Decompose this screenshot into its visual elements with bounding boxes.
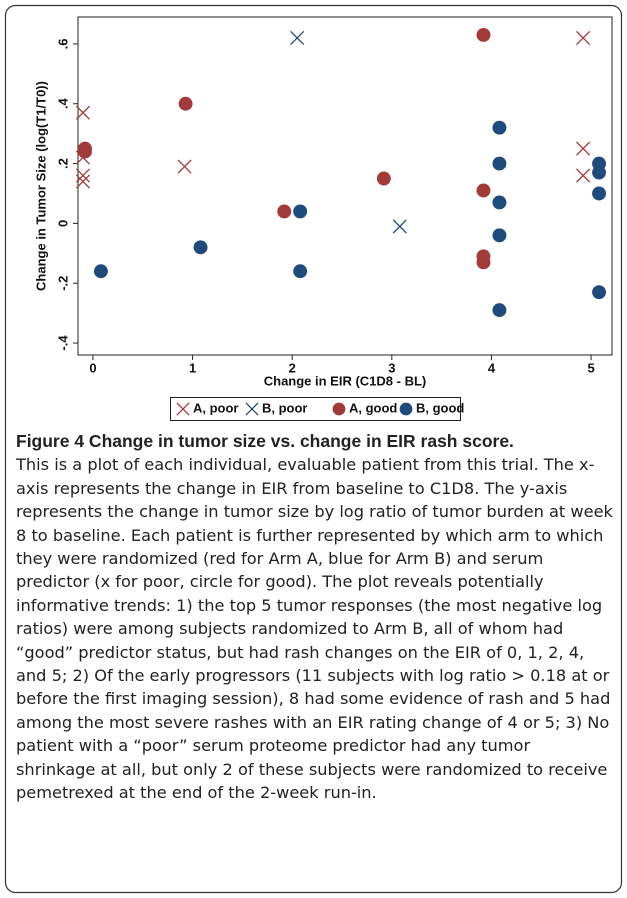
caption-title: Figure 4 Change in tumor size vs. change… bbox=[16, 431, 514, 451]
point bbox=[476, 183, 491, 198]
point bbox=[290, 30, 305, 45]
legend-label: A, poor bbox=[193, 400, 239, 415]
y-tick-label: -.2 bbox=[55, 276, 70, 291]
caption-text: This is a plot of each individual, evalu… bbox=[16, 455, 613, 803]
point bbox=[492, 120, 507, 135]
point bbox=[277, 204, 292, 219]
point bbox=[178, 96, 193, 111]
x-tick-label: 4 bbox=[488, 360, 496, 375]
point bbox=[293, 264, 308, 279]
legend-label: A, good bbox=[349, 400, 397, 415]
legend-symbol bbox=[399, 402, 413, 416]
point bbox=[78, 144, 92, 159]
legend-symbol bbox=[332, 402, 346, 416]
point bbox=[193, 240, 208, 255]
point bbox=[592, 165, 607, 180]
legend-symbol bbox=[245, 402, 259, 416]
point bbox=[376, 171, 391, 186]
point bbox=[75, 105, 91, 120]
point bbox=[592, 186, 607, 201]
legend-label: B, poor bbox=[262, 400, 308, 415]
point bbox=[492, 303, 507, 318]
y-tick-label: -.4 bbox=[55, 335, 70, 351]
x-tick-label: 2 bbox=[289, 360, 296, 375]
point bbox=[476, 255, 491, 270]
figure-border bbox=[4, 4, 623, 894]
x-tick-label: 1 bbox=[189, 360, 196, 375]
legend-label: B, good bbox=[416, 400, 464, 415]
y-tick-label: .4 bbox=[55, 98, 70, 110]
y-tick-label: .6 bbox=[55, 38, 70, 49]
legend-symbol bbox=[176, 402, 190, 416]
point bbox=[576, 141, 591, 156]
y-tick-label: .2 bbox=[55, 158, 70, 169]
x-tick-label: 5 bbox=[587, 360, 594, 375]
legend-box bbox=[170, 397, 461, 421]
point bbox=[93, 264, 108, 279]
y-axis-title: Change in Tumor Size (log(T1/T0)) bbox=[33, 81, 48, 291]
plot-frame bbox=[77, 16, 613, 356]
point bbox=[293, 204, 308, 219]
y-tick-label: 0 bbox=[55, 220, 70, 227]
x-tick-label: 0 bbox=[89, 360, 96, 375]
point bbox=[492, 195, 507, 210]
point bbox=[576, 168, 591, 183]
point bbox=[476, 27, 491, 42]
point bbox=[75, 168, 91, 183]
point bbox=[576, 30, 591, 45]
x-axis-title: Change in EIR (C1D8 - BL) bbox=[264, 373, 427, 388]
point bbox=[392, 219, 407, 234]
x-tick-label: 3 bbox=[388, 360, 395, 375]
point bbox=[492, 156, 507, 171]
point bbox=[592, 285, 607, 300]
caption: Figure 4 Change in tumor size vs. change… bbox=[16, 430, 614, 805]
point bbox=[75, 174, 91, 189]
point bbox=[492, 228, 507, 243]
point bbox=[177, 159, 192, 174]
